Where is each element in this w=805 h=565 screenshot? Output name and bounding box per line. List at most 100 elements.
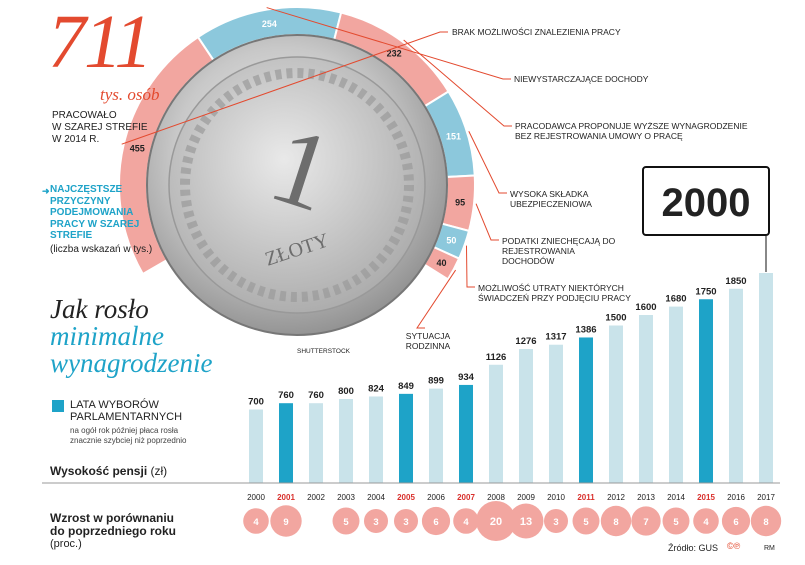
growth-bubble-2017 bbox=[750, 505, 782, 537]
leader-line-6 bbox=[465, 245, 475, 288]
growth-bubble-2013 bbox=[631, 506, 661, 536]
legend-note: na ogół rok później płaca rosła znacznie… bbox=[70, 426, 187, 446]
reason-value-6: 50 bbox=[446, 236, 456, 246]
reasons-title-line-3: PODEJMOWANIA bbox=[50, 207, 134, 218]
year-label-2016: 2016 bbox=[727, 493, 745, 502]
reason-value-5: 95 bbox=[455, 197, 465, 207]
source-note: Źródło: GUS bbox=[668, 543, 719, 553]
reasons-note: (liczba wskazań w tys.) bbox=[50, 244, 153, 255]
publisher-logo: ©℗ bbox=[727, 541, 741, 551]
subtitle-line-1: PRACOWAŁO bbox=[52, 110, 117, 121]
growth-value-2006: 6 bbox=[433, 517, 438, 528]
reason-label-3: PRACODAWCA PROPONUJE WYŻSZE WYNAGRODZENI… bbox=[515, 121, 748, 141]
growth-value-2017: 8 bbox=[763, 517, 768, 528]
reasons-title-line-5: STREFIE bbox=[50, 230, 93, 241]
bar-2001 bbox=[279, 403, 293, 483]
bar-2016 bbox=[729, 288, 743, 483]
growth-bubble-2001 bbox=[270, 505, 302, 537]
growth-value-2004: 3 bbox=[373, 517, 378, 528]
reason-label-2: NIEWYSTARCZAJĄCE DOCHODY bbox=[514, 74, 649, 84]
wage-title-line-1: Jak rosło bbox=[50, 294, 149, 324]
bar-2005 bbox=[399, 393, 413, 483]
bar-2010 bbox=[549, 344, 563, 483]
subtitle-line-3: W 2014 R. bbox=[52, 134, 100, 145]
arrow-right-icon: ➜ bbox=[42, 186, 50, 196]
subtitle-line-2: W SZAREJ STREFIE bbox=[52, 122, 148, 133]
year-label-2012: 2012 bbox=[607, 493, 625, 502]
growth-value-2003: 5 bbox=[343, 517, 349, 528]
reasons-arc-chart: 455 254 232 151 95 50 40 bbox=[118, 6, 476, 281]
leader-line-4 bbox=[468, 131, 507, 194]
leader-line-2 bbox=[266, 7, 511, 80]
leader-line-5 bbox=[475, 203, 499, 241]
year-label-2002: 2002 bbox=[307, 493, 325, 502]
year-label-2017: 2017 bbox=[757, 493, 775, 502]
reason-label-7: SYTUACJA RODZINNA bbox=[405, 331, 451, 351]
growth-value-2008: 20 bbox=[490, 516, 502, 528]
year-label-2001: 2001 bbox=[277, 493, 295, 502]
bar-2009 bbox=[519, 349, 533, 483]
legend-line-2: PARLAMENTARNYCH bbox=[70, 411, 183, 423]
bar-2000 bbox=[249, 409, 263, 483]
headline-number: 711 bbox=[48, 0, 152, 84]
bar-value-2014: 1680 bbox=[665, 294, 686, 305]
growth-value-2010: 3 bbox=[553, 517, 558, 528]
growth-bubble-2000 bbox=[243, 508, 269, 534]
growth-bubble-2006 bbox=[421, 506, 451, 536]
growth-bubble-2004 bbox=[363, 508, 389, 534]
bar-2007 bbox=[459, 384, 473, 483]
growth-value-2011: 5 bbox=[583, 517, 589, 528]
bar-value-2010: 1317 bbox=[545, 332, 566, 343]
bar-value-2001: 760 bbox=[278, 390, 294, 401]
bar-value-2008: 1126 bbox=[486, 352, 507, 363]
reasons-title-line-1: NAJCZĘSTSZE bbox=[50, 184, 123, 195]
legend-note-line-1: na ogół rok później płaca rosła bbox=[70, 426, 179, 435]
legend-label: LATA WYBORÓW PARLAMENTARNYCH bbox=[70, 399, 182, 423]
wage-title-line-2: minimalne bbox=[50, 321, 164, 351]
legend-line-1: LATA WYBORÓW bbox=[70, 399, 159, 411]
bar-2011 bbox=[579, 337, 593, 483]
year-label-2000: 2000 bbox=[247, 493, 265, 502]
year-label-2003: 2003 bbox=[337, 493, 355, 502]
growth-value-2014: 5 bbox=[673, 517, 679, 528]
bar-value-2002: 760 bbox=[308, 390, 324, 401]
growth-bubble-2016 bbox=[721, 506, 751, 536]
growth-value-2005: 3 bbox=[403, 517, 408, 528]
bar-2004 bbox=[369, 396, 383, 483]
reason-value-1: 455 bbox=[130, 143, 145, 153]
year-label-2004: 2004 bbox=[367, 493, 385, 502]
pension-unit: (zł) bbox=[150, 464, 168, 478]
legend-swatch bbox=[52, 400, 64, 412]
legend-note-line-2: znacznie szybciej niż poprzednio bbox=[70, 436, 187, 445]
year-label-2014: 2014 bbox=[667, 493, 685, 502]
growth-row-label: Wzrost w porównaniu do poprzedniego roku… bbox=[50, 512, 176, 551]
bar-value-2009: 1276 bbox=[515, 336, 536, 347]
reasons-title-line-4: PRACY W SZAREJ bbox=[50, 218, 140, 230]
year-label-2008: 2008 bbox=[487, 493, 505, 502]
reasons-title: ➜ NAJCZĘSTSZE PRZYCZYNY PODEJMOWANIA PRA… bbox=[42, 184, 140, 242]
bar-value-2004: 824 bbox=[368, 383, 385, 394]
reason-label-5: PODATKI ZNIECHĘCAJĄ DO REJESTROWANIA DOC… bbox=[502, 236, 616, 266]
growth-bubble-2010 bbox=[543, 508, 569, 534]
growth-value-2007: 4 bbox=[463, 517, 469, 528]
bar-2015 bbox=[699, 299, 713, 483]
bar-2013 bbox=[639, 315, 653, 483]
growth-label-line-2: do poprzedniego roku bbox=[50, 524, 176, 538]
reason-label-6: MOŻLIWOŚĆ UTRATY NIEKTÓRYCH ŚWIADCZEŃ PR… bbox=[478, 283, 631, 303]
reason-leader-lines bbox=[121, 7, 512, 329]
growth-bubble-2014 bbox=[662, 507, 690, 535]
bar-value-2011: 1386 bbox=[575, 324, 596, 335]
year-label-2005: 2005 bbox=[397, 493, 415, 502]
year-label-2011: 2011 bbox=[577, 493, 595, 502]
bar-value-2015: 1750 bbox=[695, 286, 716, 297]
growth-bubble-2015 bbox=[693, 508, 719, 534]
growth-value-2001: 9 bbox=[283, 517, 288, 528]
growth-label-line-1: Wzrost w porównaniu bbox=[50, 511, 174, 525]
leader-line-1 bbox=[121, 31, 448, 145]
growth-value-2013: 7 bbox=[643, 517, 648, 528]
headline-unit: tys. osób bbox=[100, 85, 160, 104]
reason-value-3: 232 bbox=[387, 48, 402, 58]
growth-bubble-chart: 4 9 5 3 3 6 4 20 13 3 5 8 7 5 4 6 8 bbox=[243, 501, 782, 541]
year-label-2010: 2010 bbox=[547, 493, 565, 502]
